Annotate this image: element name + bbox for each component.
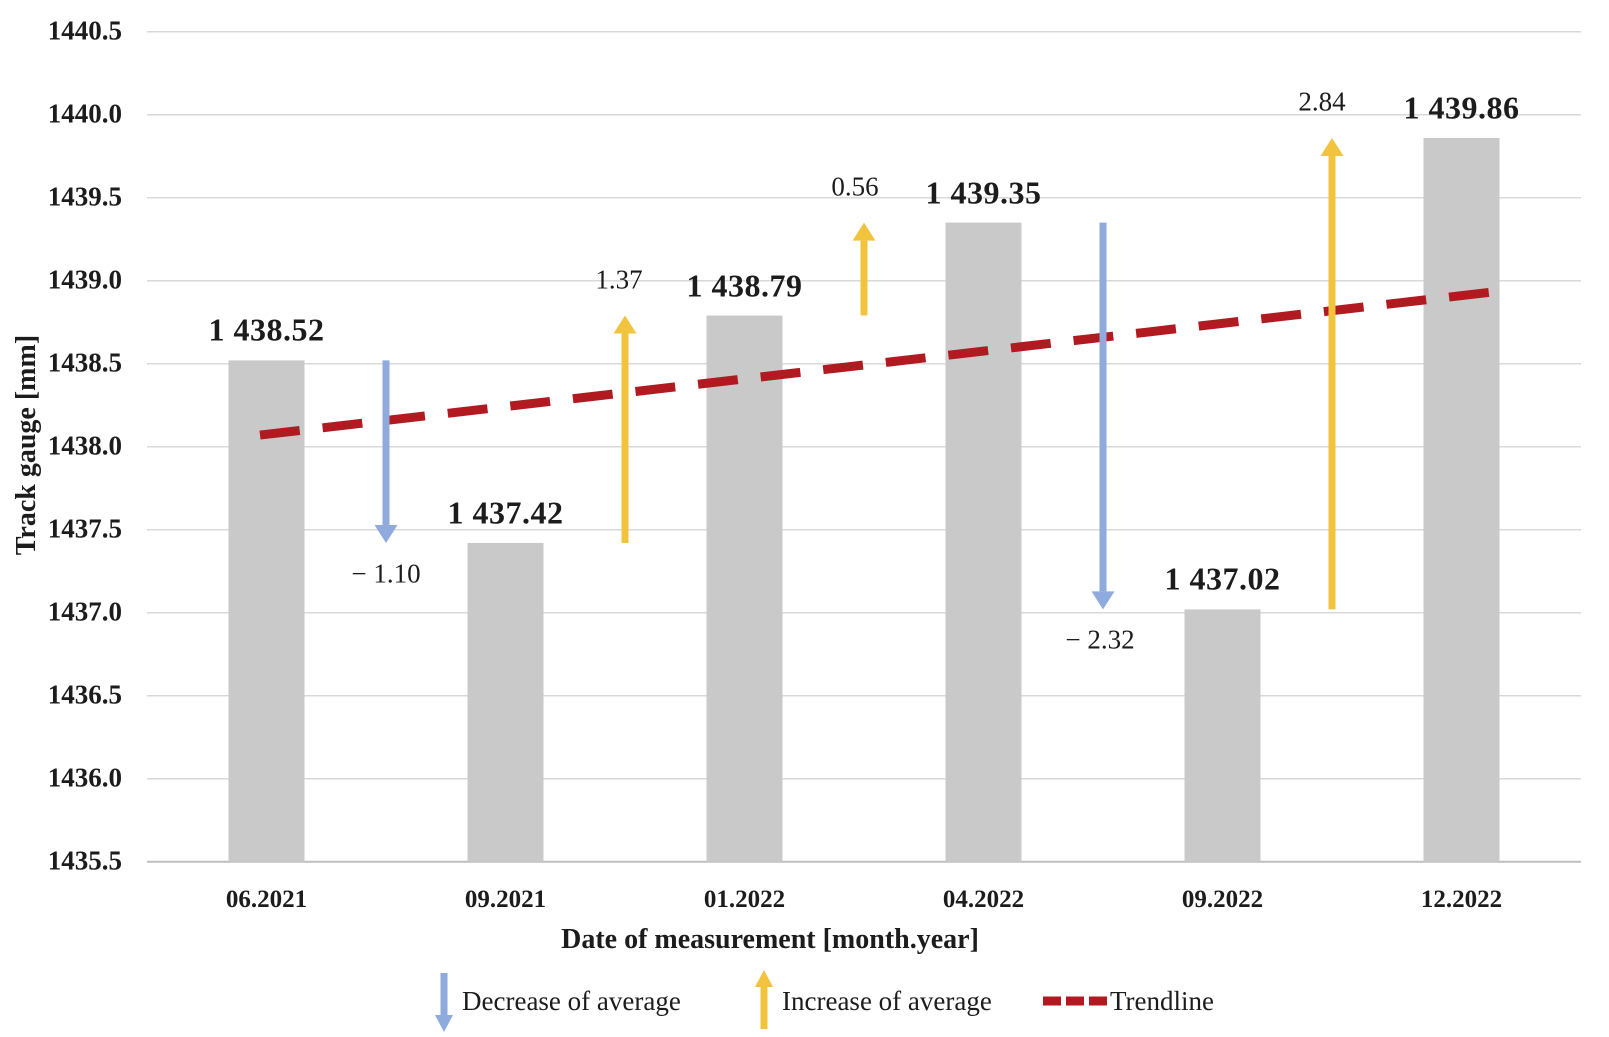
y-tick-label: 1437.5 xyxy=(47,512,122,543)
x-tick-label: 12.2022 xyxy=(1420,886,1503,913)
change-value-label: − 1.10 xyxy=(351,558,421,589)
trendline xyxy=(259,287,1491,440)
bar-value-label: 1 439.35 xyxy=(925,174,1042,211)
bar-value-label: 1 438.52 xyxy=(208,311,325,348)
increase-arrow-head xyxy=(613,315,637,334)
y-tick-label: 1439.5 xyxy=(47,180,122,211)
down-arrow-icon xyxy=(435,973,453,1032)
bar-09.2021 xyxy=(467,542,544,862)
legend-item-decrease: Decrease of average xyxy=(433,969,681,1033)
bar-09.2022 xyxy=(1184,609,1261,862)
up-arrow-icon xyxy=(755,970,773,1029)
x-tick-label: 06.2021 xyxy=(225,886,308,913)
bar-value-label: 1 438.79 xyxy=(686,267,803,304)
change-value-label: 1.37 xyxy=(595,264,643,295)
legend-label-trendline: Trendline xyxy=(1110,985,1215,1016)
x-axis-title: Date of measurement [month.year] xyxy=(561,924,979,955)
bar-04.2022 xyxy=(945,222,1022,862)
y-tick-label: 1439.0 xyxy=(47,263,122,294)
legend-label-decrease: Decrease of average xyxy=(462,985,681,1016)
legend-item-trendline: Trendline xyxy=(1043,969,1214,1033)
y-tick-label: 1440.0 xyxy=(47,97,122,128)
bar-value-label: 1 437.02 xyxy=(1164,560,1281,597)
y-tick-label: 1440.5 xyxy=(47,14,122,45)
bar-12.2022 xyxy=(1423,137,1500,862)
y-tick-label: 1438.5 xyxy=(47,346,122,377)
decrease-arrow-head xyxy=(374,524,398,543)
increase-arrow-head xyxy=(1320,137,1344,156)
x-tick-label: 04.2022 xyxy=(942,886,1025,913)
increase-arrow-head xyxy=(852,222,876,241)
y-tick-label: 1437.0 xyxy=(47,595,122,626)
bar-06.2021 xyxy=(228,360,305,862)
bar-01.2022 xyxy=(706,315,783,862)
x-tick-label: 09.2022 xyxy=(1181,886,1264,913)
legend-item-increase: Increase of average xyxy=(753,969,992,1033)
x-tick-label: 01.2022 xyxy=(703,886,786,913)
y-tick-label: 1435.5 xyxy=(47,844,122,875)
dashed-line-icon xyxy=(1043,996,1107,1006)
y-tick-label: 1438.0 xyxy=(47,429,122,460)
change-value-label: 0.56 xyxy=(831,171,879,202)
y-tick-label: 1436.5 xyxy=(47,678,122,709)
bar-value-label: 1 437.42 xyxy=(447,494,564,531)
change-value-label: − 2.32 xyxy=(1065,624,1135,655)
decrease-arrow-head xyxy=(1091,591,1115,610)
x-tick-label: 09.2021 xyxy=(464,886,547,913)
bar-value-label: 1 439.86 xyxy=(1403,89,1520,126)
y-tick-label: 1436.0 xyxy=(47,761,122,792)
legend-label-increase: Increase of average xyxy=(782,985,992,1016)
change-value-label: 2.84 xyxy=(1298,86,1346,117)
